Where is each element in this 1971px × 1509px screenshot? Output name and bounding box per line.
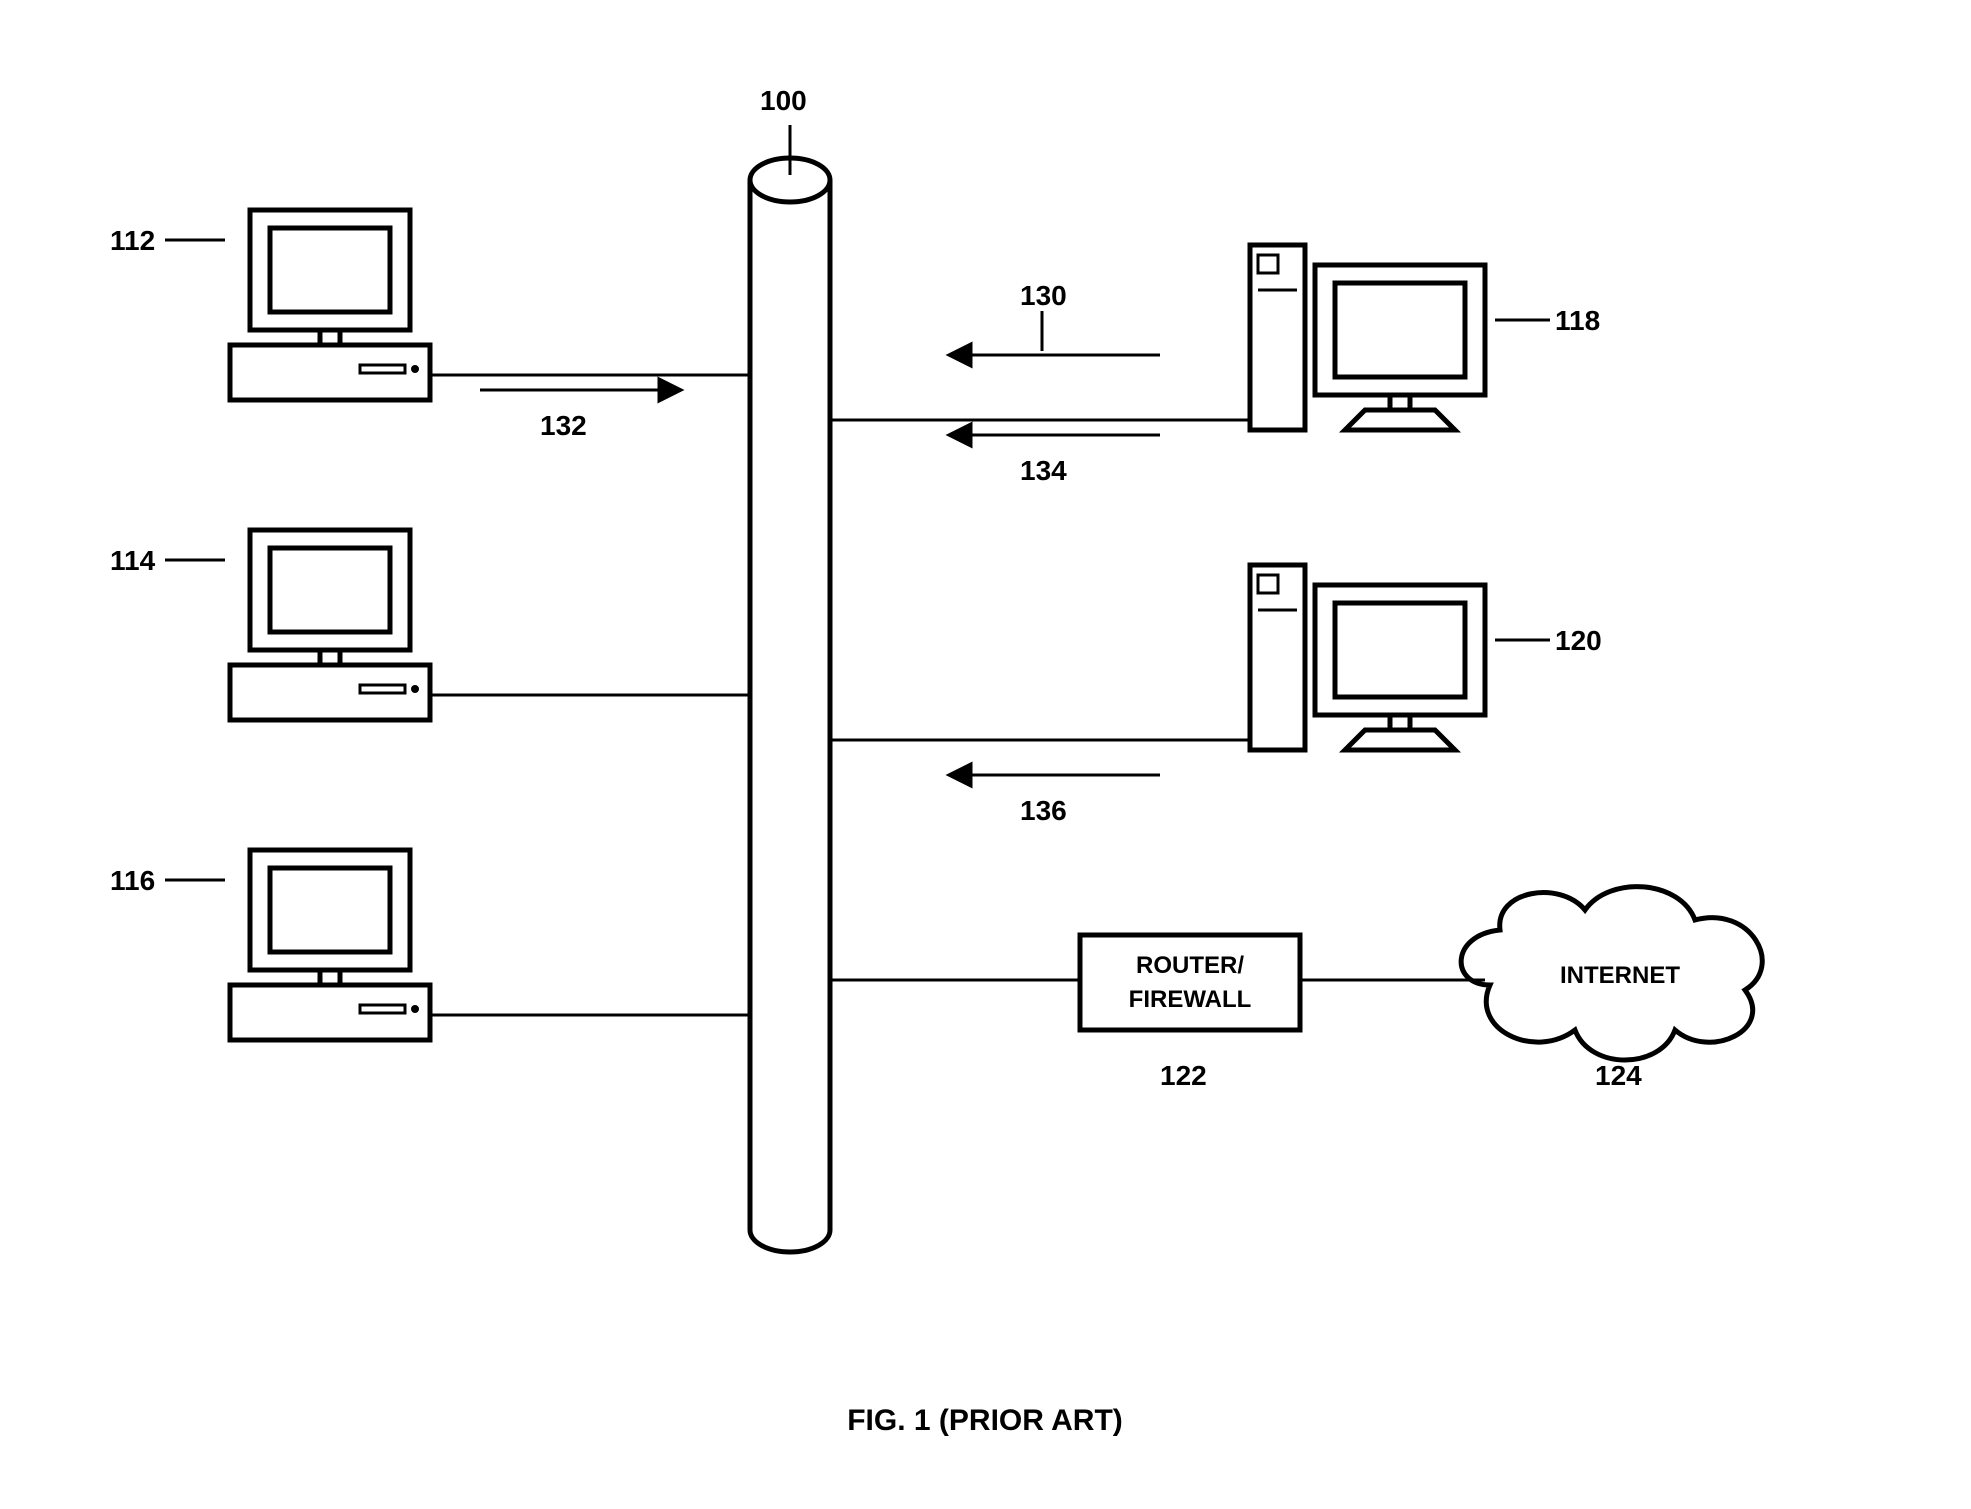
svg-text:130: 130 bbox=[1020, 280, 1067, 311]
network-bus bbox=[750, 158, 830, 1252]
svg-text:122: 122 bbox=[1160, 1060, 1207, 1091]
svg-text:FIREWALL: FIREWALL bbox=[1129, 986, 1252, 1013]
svg-text:116: 116 bbox=[110, 865, 155, 896]
svg-text:134: 134 bbox=[1020, 455, 1067, 486]
workstation-112 bbox=[230, 210, 750, 400]
svg-text:132: 132 bbox=[540, 410, 587, 441]
server-118 bbox=[830, 245, 1485, 430]
svg-text:ROUTER/: ROUTER/ bbox=[1136, 952, 1244, 979]
svg-text:120: 120 bbox=[1555, 625, 1602, 656]
svg-text:FIG. 1 (PRIOR ART): FIG. 1 (PRIOR ART) bbox=[847, 1404, 1123, 1437]
svg-text:136: 136 bbox=[1020, 795, 1067, 826]
arrow-130 bbox=[950, 311, 1160, 355]
svg-text:112: 112 bbox=[110, 225, 155, 256]
svg-text:INTERNET: INTERNET bbox=[1560, 962, 1680, 989]
svg-text:100: 100 bbox=[760, 85, 807, 116]
svg-text:114: 114 bbox=[110, 545, 156, 576]
router-firewall bbox=[830, 935, 1300, 1030]
internet-cloud bbox=[1300, 887, 1762, 1060]
workstation-114 bbox=[230, 530, 750, 720]
network-diagram: ROUTER/FIREWALL INTERNET 132 130 134 136 100 11… bbox=[0, 0, 1971, 1509]
server-120 bbox=[830, 565, 1485, 750]
svg-text:118: 118 bbox=[1555, 305, 1600, 336]
svg-text:124: 124 bbox=[1595, 1060, 1642, 1091]
workstation-116 bbox=[230, 850, 750, 1040]
